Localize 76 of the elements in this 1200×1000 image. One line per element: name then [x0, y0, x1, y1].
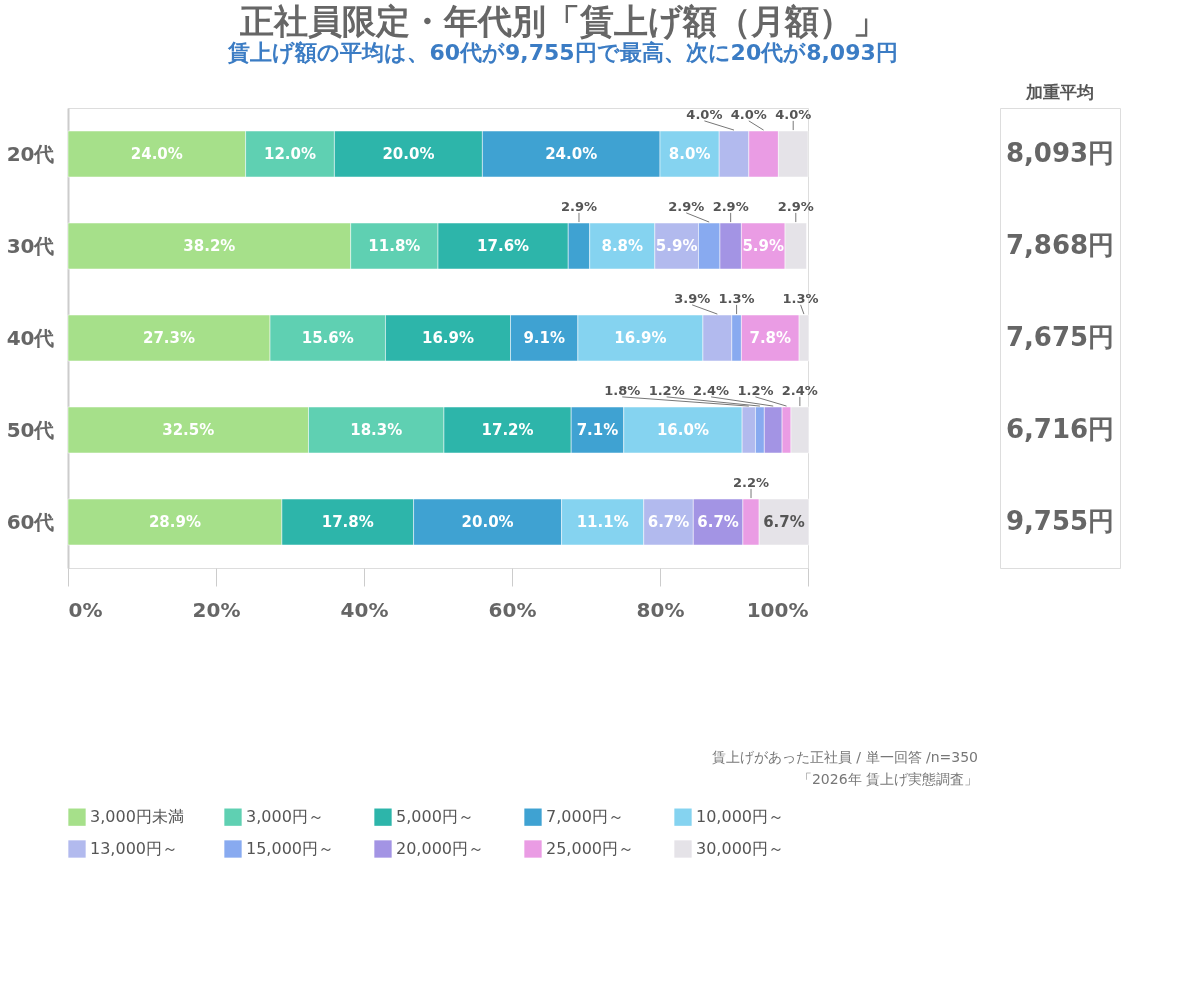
data-label: 8.0%	[668, 145, 711, 163]
data-label: 11.8%	[368, 237, 421, 255]
data-label: 1.3%	[782, 291, 819, 307]
data-label: 4.0%	[686, 107, 723, 123]
x-tick-label: 60%	[488, 597, 537, 622]
data-label: 2.2%	[732, 475, 770, 491]
data-label: 8.8%	[601, 237, 644, 255]
data-label: 2.4%	[781, 383, 818, 399]
data-label: 7.8%	[749, 329, 792, 347]
y-tick-label: 20代	[6, 141, 55, 166]
y-tick-label: 60代	[6, 509, 55, 534]
legend-label: 10,000円～	[696, 807, 784, 827]
data-label: 1.2%	[737, 383, 774, 399]
text: 「2026年 賃上げ実態調査」	[797, 771, 978, 787]
data-label: 2.9%	[560, 199, 597, 215]
y-tick-label: 40代	[6, 325, 55, 350]
text: 7,868円	[1005, 230, 1115, 260]
x-tick-label: 20%	[192, 597, 241, 622]
data-label: 6.7%	[647, 513, 690, 531]
legend-label: 3,000円～	[246, 807, 324, 827]
data-label: 38.2%	[183, 237, 236, 255]
text: 加重平均	[1025, 82, 1094, 102]
data-label: 4.0%	[775, 107, 812, 123]
data-label: 1.8%	[604, 383, 641, 399]
data-label: 16.9%	[614, 329, 667, 347]
data-label: 2.9%	[668, 199, 705, 215]
data-label: 27.3%	[142, 329, 196, 347]
data-label: 3.9%	[674, 291, 711, 307]
data-label: 17.6%	[477, 237, 530, 255]
data-label: 12.0%	[263, 145, 317, 163]
x-tick-label: 0%	[68, 597, 103, 622]
data-label: 20.0%	[382, 145, 435, 163]
data-label: 32.5%	[162, 421, 215, 439]
data-label: 1.3%	[718, 291, 755, 307]
data-label: 2.9%	[777, 199, 814, 215]
chart-subtitle: 賃上げ額の平均は、60代が9,755円で最高、次に20代が8,093円	[227, 39, 898, 65]
data-label: 28.9%	[148, 513, 201, 531]
data-label: 24.0%	[545, 145, 598, 163]
legend-label: 5,000円～	[396, 807, 474, 827]
legend-label: 20,000円～	[396, 839, 484, 858]
data-label: 6.7%	[763, 513, 805, 531]
legend-label: 7,000円～	[546, 807, 624, 827]
data-label: 2.4%	[693, 383, 730, 399]
legend-label: 25,000円～	[546, 839, 634, 858]
data-label: 5.9%	[742, 237, 785, 255]
x-tick-label: 100%	[746, 597, 809, 622]
data-label: 6.7%	[697, 513, 739, 531]
x-tick-label: 40%	[340, 597, 389, 622]
data-label: 9.1%	[523, 329, 565, 347]
legend-label: 13,000円～	[90, 839, 178, 858]
y-tick-label: 50代	[6, 417, 55, 442]
data-label: 16.0%	[656, 421, 709, 439]
data-label: 18.3%	[350, 421, 403, 439]
data-label: 24.0%	[130, 145, 183, 163]
legend-label: 3,000円未満	[90, 807, 184, 827]
legend-label: 30,000円～	[696, 839, 784, 858]
text: 8,093円	[1005, 138, 1115, 168]
data-label: 2.9%	[712, 199, 749, 215]
data-label: 17.2%	[481, 421, 534, 439]
chart-title: 正社員限定・年代別「賃上げ額（月額）」	[238, 0, 887, 41]
data-label: 11.1%	[576, 513, 629, 531]
text: 7,675円	[1005, 322, 1115, 352]
y-tick-label: 30代	[6, 233, 55, 258]
data-label: 17.8%	[321, 513, 374, 531]
text: 6,716円	[1005, 414, 1115, 444]
text: 9,755円	[1005, 506, 1115, 536]
legend-label: 15,000円～	[246, 839, 334, 858]
text: 賃上げがあった正社員 / 単一回答 /n=350	[711, 749, 978, 765]
x-tick-label: 80%	[636, 597, 685, 622]
data-label: 1.2%	[648, 383, 685, 399]
data-label: 4.0%	[730, 107, 767, 123]
data-label: 15.6%	[301, 329, 354, 347]
data-label: 7.1%	[576, 421, 619, 439]
data-label: 16.9%	[421, 329, 475, 347]
data-label: 5.9%	[655, 237, 698, 255]
data-label: 20.0%	[461, 513, 514, 531]
